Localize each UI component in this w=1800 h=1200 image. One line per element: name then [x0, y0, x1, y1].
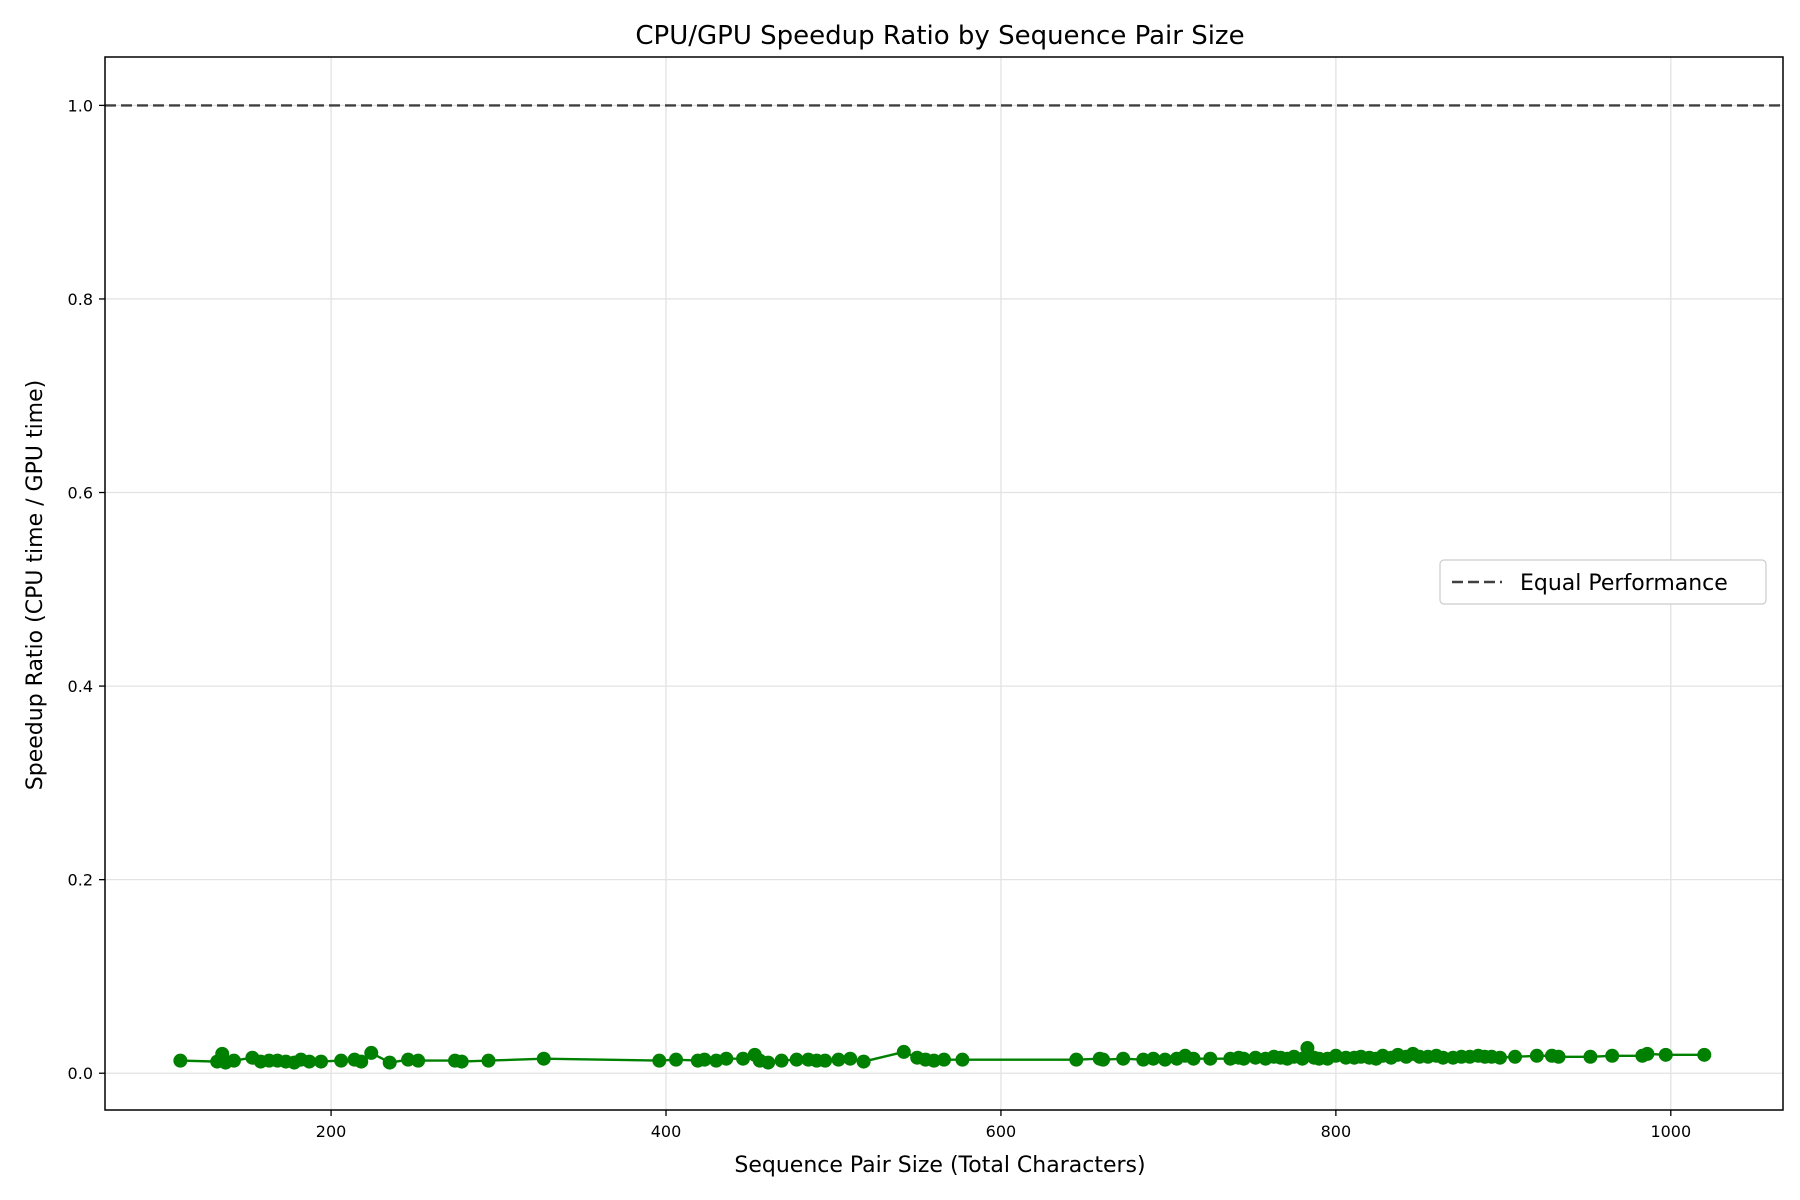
data-point	[719, 1051, 734, 1066]
data-point	[314, 1054, 329, 1069]
data-point	[937, 1052, 951, 1067]
data-point	[1096, 1052, 1111, 1067]
data-point	[955, 1052, 970, 1067]
data-point	[1295, 1051, 1310, 1066]
data-point	[697, 1052, 712, 1067]
data-point	[774, 1053, 789, 1068]
data-point	[652, 1053, 667, 1068]
data-point	[1116, 1051, 1131, 1066]
y-tick-label: 0.4	[68, 677, 93, 696]
data-point	[1248, 1050, 1263, 1065]
legend: Equal Performance	[1439, 559, 1767, 605]
legend-box	[1439, 559, 1767, 605]
x-axis: 200 400 600 800 1000	[316, 1110, 1691, 1141]
y-tick-label: 0.0	[68, 1064, 93, 1083]
legend-label: Equal Performance	[1520, 571, 1728, 596]
data-point	[896, 1044, 911, 1059]
data-point	[761, 1055, 776, 1070]
data-point	[1697, 1047, 1712, 1062]
data-point	[789, 1052, 804, 1067]
data-point	[1069, 1052, 1084, 1067]
data-point	[536, 1051, 551, 1066]
data-point	[481, 1053, 496, 1068]
data-point	[302, 1054, 317, 1069]
data-point	[856, 1054, 871, 1069]
data-point	[1551, 1049, 1566, 1064]
x-tick-label: 600	[986, 1122, 1017, 1141]
data-point	[926, 1053, 941, 1068]
data-point	[1605, 1048, 1620, 1063]
data-point	[1158, 1052, 1173, 1067]
data-point	[411, 1053, 426, 1068]
data-point	[382, 1055, 397, 1070]
data-point	[401, 1052, 416, 1067]
data-point	[831, 1052, 846, 1067]
data-point	[334, 1053, 349, 1068]
data-point	[1236, 1051, 1251, 1066]
x-axis-title: Sequence Pair Size (Total Characters)	[734, 1153, 1145, 1178]
chart-title: CPU/GPU Speedup Ratio by Sequence Pair S…	[635, 21, 1244, 51]
y-axis-title: Speedup Ratio (CPU time / GPU time)	[23, 380, 48, 790]
data-point	[736, 1051, 751, 1066]
plot-frame	[104, 56, 1784, 1111]
x-tick-label: 200	[316, 1122, 347, 1141]
y-tick-label: 0.6	[68, 484, 93, 503]
data-point	[1529, 1048, 1544, 1063]
x-tick-label: 800	[1321, 1122, 1352, 1141]
data-point	[173, 1053, 188, 1068]
data-point	[669, 1052, 684, 1067]
data-point	[1583, 1049, 1598, 1064]
x-tick-label: 1000	[1650, 1122, 1691, 1141]
y-axis: 0.0 0.2 0.4 0.6 0.8 1.0	[68, 96, 105, 1083]
data-point	[843, 1051, 858, 1066]
series-speedup	[173, 1041, 1712, 1070]
data-point	[354, 1054, 369, 1069]
data-point	[1658, 1047, 1673, 1062]
y-tick-label: 0.2	[68, 871, 93, 890]
data-point	[1203, 1051, 1218, 1066]
data-point	[364, 1045, 379, 1060]
x-tick-label: 400	[651, 1122, 682, 1141]
data-point	[1136, 1052, 1151, 1067]
data-point	[1146, 1051, 1161, 1066]
y-tick-label: 1.0	[68, 96, 93, 115]
data-point	[1640, 1046, 1655, 1061]
data-point	[1492, 1050, 1507, 1065]
data-point	[226, 1053, 241, 1068]
data-point	[1436, 1050, 1451, 1065]
data-point	[454, 1054, 469, 1069]
y-tick-label: 0.8	[68, 290, 93, 309]
data-point	[1508, 1049, 1523, 1064]
data-point	[1186, 1051, 1201, 1066]
data-point	[818, 1053, 833, 1068]
